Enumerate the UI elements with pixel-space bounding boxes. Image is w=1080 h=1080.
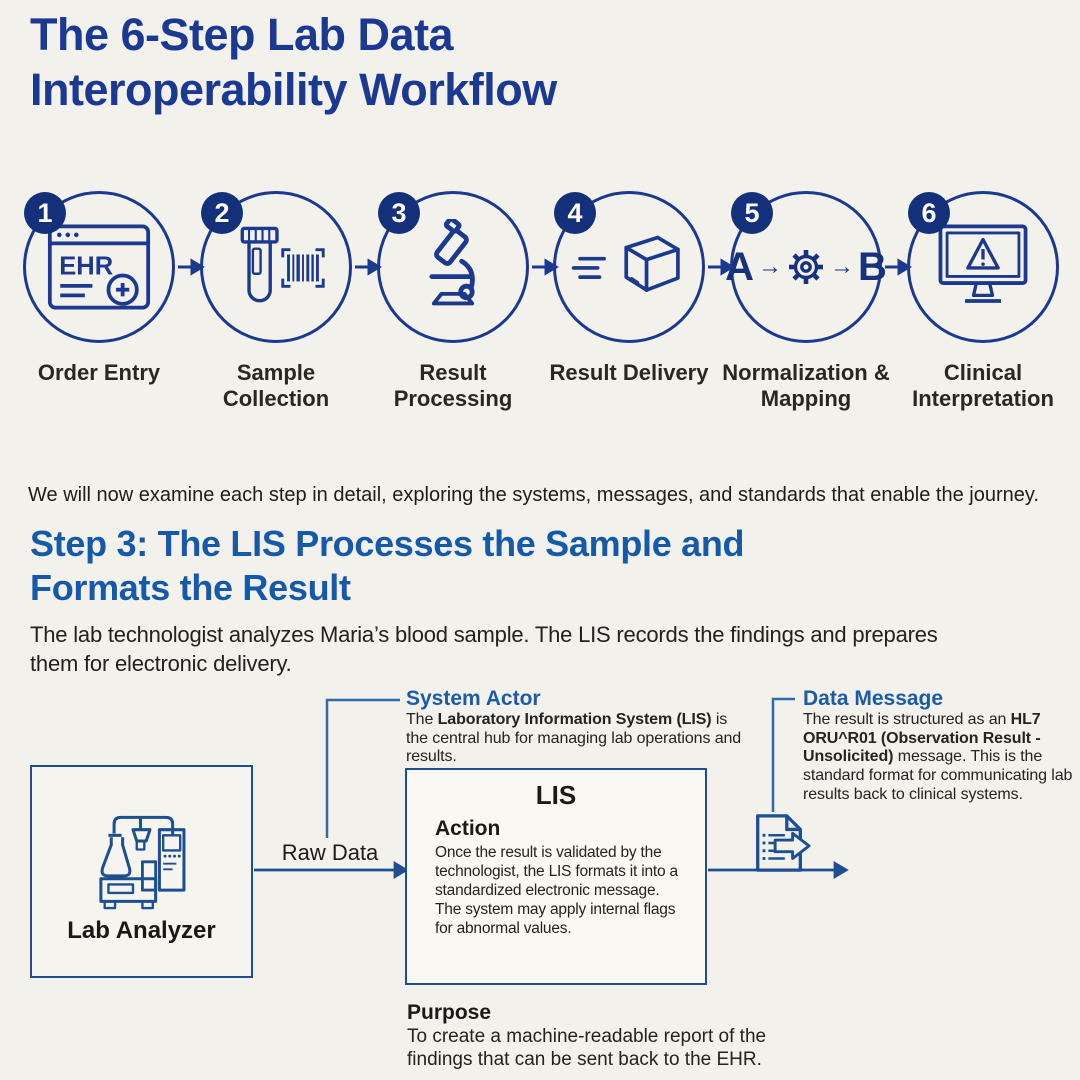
page-title-line2: Interoperability Workflow: [30, 63, 557, 115]
arrow-right-icon: →: [758, 253, 782, 280]
ehr-window-icon: EHR: [47, 224, 151, 310]
step-number-badge: 5: [731, 192, 773, 234]
workflow-step-5: 5 A → → B: [722, 191, 890, 421]
step-circle: EHR: [23, 191, 175, 343]
lis-title: LIS: [535, 780, 577, 810]
a-gear-b-mapping-icon: A → → B: [725, 247, 887, 287]
data-message-heading: Data Message: [803, 687, 944, 710]
data-message-body: The result is structured as an HL7 ORU^R…: [803, 711, 1080, 805]
lab-analyzer-label: Lab Analyzer: [67, 917, 216, 944]
mapping-letter-b: B: [858, 245, 887, 289]
system-actor-heading: System Actor: [406, 687, 541, 710]
system-actor-body: The Laboratory Information System (LIS) …: [406, 711, 751, 767]
data-message-connector: [771, 697, 795, 812]
step-label: Sample Collection: [222, 360, 330, 411]
data-message-body-suffix: message. This is the standard format for…: [803, 748, 1073, 803]
purpose-body: To create a machine-readable report of t…: [407, 1026, 767, 1070]
arrow-right-icon: →: [830, 253, 854, 280]
lis-action-body: Once the result is validated by the tech…: [435, 844, 678, 937]
step3-heading: Step 3: The LIS Processes the Sample and…: [30, 523, 745, 609]
mapping-letter-a: A: [725, 245, 754, 289]
step-number-badge: 6: [908, 192, 950, 234]
lis-box: LIS Action Once the result is validated …: [405, 768, 707, 985]
step-label: Result Processing: [393, 360, 513, 411]
microscope-icon: [429, 219, 475, 306]
system-actor-connector: [325, 698, 400, 838]
monitor-alert-icon: [938, 224, 1028, 303]
step-number-badge: 3: [378, 192, 420, 234]
step-number-badge: 2: [201, 192, 243, 234]
step-label: Result Delivery: [549, 360, 709, 385]
raw-data-label: Raw Data: [281, 840, 379, 865]
ehr-icon-text: EHR: [59, 253, 113, 281]
lab-analyzer-icon: [99, 815, 186, 910]
data-message-body-prefix: The result is structured as an: [803, 711, 1011, 728]
document-arrow-icon: [756, 814, 811, 872]
gear-icon: [789, 250, 823, 284]
step-label: Normalization & Mapping: [722, 360, 890, 411]
step-number-badge: 4: [554, 192, 596, 234]
page-title-line1: The 6-Step Lab Data: [30, 9, 454, 60]
step3-body: The lab technologist analyzes Maria’s bl…: [30, 622, 938, 677]
workflow-step-3: 3 Result Processing: [373, 191, 533, 421]
workflow-step-1: 1 EHR Order Entry: [19, 191, 179, 421]
lis-action-heading: Action: [435, 817, 501, 840]
intro-text: We will now examine each step in detail,…: [28, 484, 1039, 506]
step-label: Order Entry: [37, 360, 161, 385]
test-tube-barcode-icon: [240, 226, 325, 303]
delivery-box-icon: [571, 235, 680, 292]
workflow-step-2: 2: [196, 191, 356, 421]
system-actor-body-suffix: is the central hub for managing lab oper…: [406, 711, 742, 766]
workflow-step-6: 6 Clinical Interpretation: [903, 191, 1063, 421]
step-number-badge: 1: [24, 192, 66, 234]
purpose-heading: Purpose: [407, 1001, 492, 1024]
lab-analyzer-box: Lab Analyzer: [30, 765, 253, 978]
workflow-step-4: 4 Result Delivery: [549, 191, 709, 421]
step-label: Clinical Interpretation: [912, 360, 1054, 411]
page-title: The 6-Step Lab Data Interoperability Wor…: [30, 8, 557, 118]
data-message-body-bold: HL7 ORU^R01 (Observation Result - Unsoli…: [803, 711, 1041, 766]
system-actor-body-bold: Laboratory Information System (LIS): [437, 711, 712, 728]
system-actor-body-prefix: The: [406, 711, 438, 728]
